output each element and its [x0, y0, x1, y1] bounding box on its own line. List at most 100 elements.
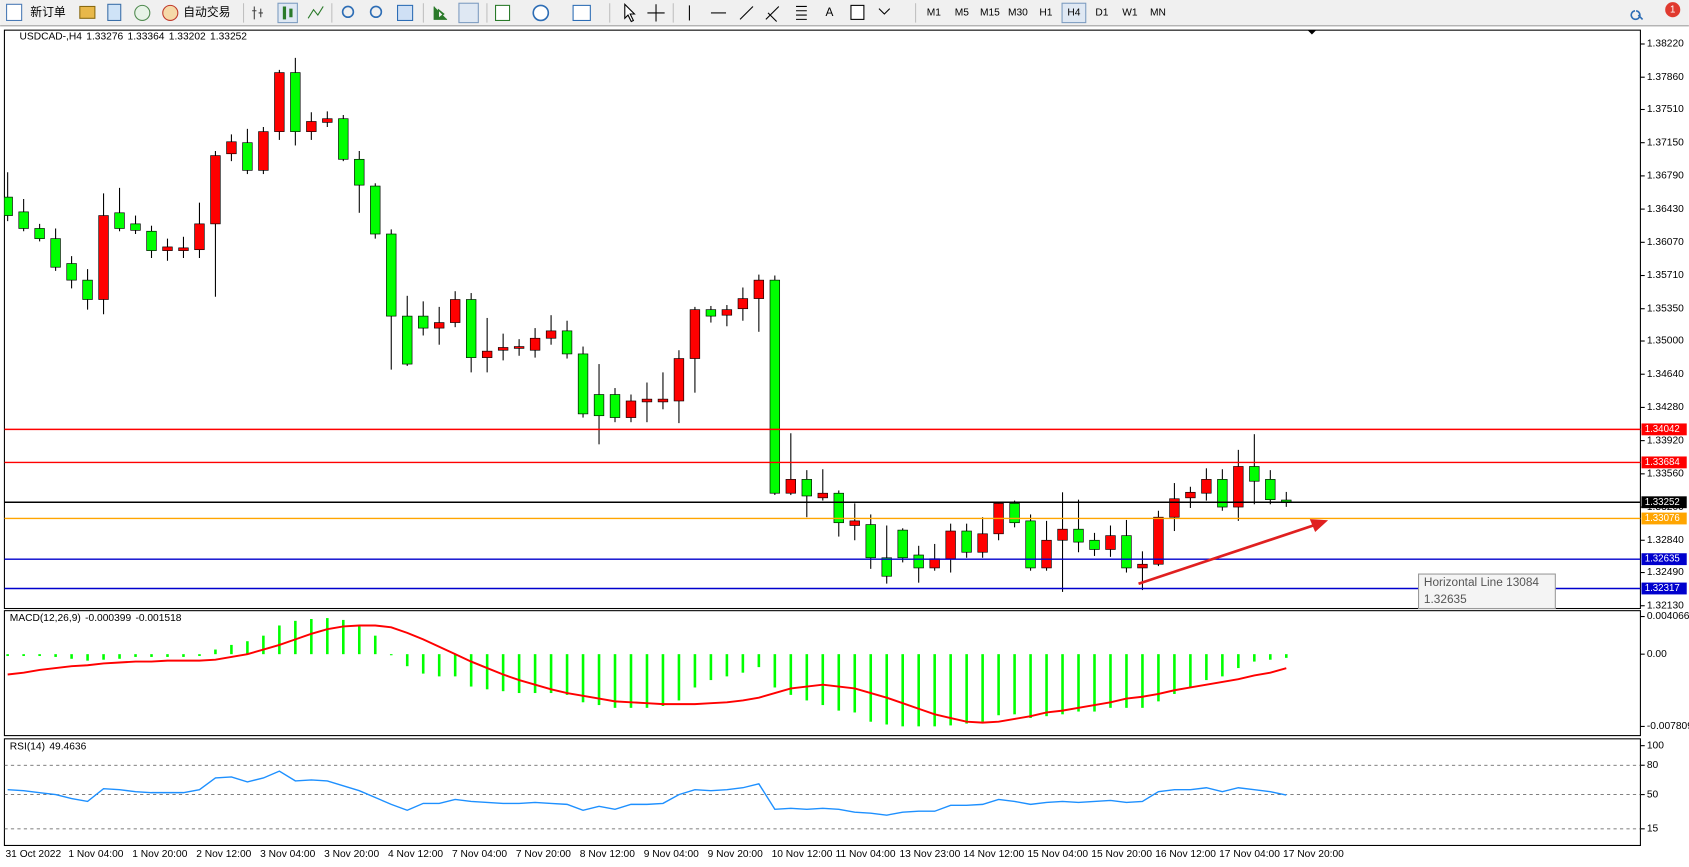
notification-count: 1: [1670, 4, 1675, 15]
toolbar-icon[interactable]: [107, 3, 122, 22]
x-tick-label: 13 Nov 23:00: [899, 849, 960, 860]
macd-bar: [869, 654, 873, 722]
arrows-tool[interactable]: [878, 8, 891, 15]
toolbar-icon[interactable]: [79, 5, 96, 19]
crosshair-tool[interactable]: [647, 4, 665, 22]
y-tick-label: 0.00: [1647, 649, 1667, 660]
candle-body: [1249, 466, 1260, 482]
x-tick-label: 3 Nov 20:00: [324, 849, 379, 860]
rsi-line: [7, 770, 1287, 816]
header-value: 1.33276: [86, 31, 123, 42]
header-title: RSI(14): [10, 741, 45, 752]
candle-body: [178, 247, 189, 251]
header-value: 49.4636: [49, 741, 86, 752]
macd-bar: [613, 654, 617, 708]
period-button[interactable]: M15: [980, 8, 1000, 19]
indicator-header: RSI(14) 49.4636: [10, 741, 87, 752]
candle-body: [769, 279, 781, 494]
toolbar-bg: [0, 0, 1689, 26]
channel-tool[interactable]: [765, 6, 780, 22]
periods-button[interactable]: [532, 4, 550, 22]
candle-body: [849, 520, 860, 526]
new-order-icon[interactable]: [6, 3, 23, 22]
trendline-tool[interactable]: [739, 6, 754, 20]
indicator-header: MACD(12,26,9) -0.000399 -0.001518: [10, 613, 182, 624]
x-tick-label: 4 Nov 12:00: [388, 849, 443, 860]
templates-button[interactable]: [572, 4, 591, 22]
macd-bar: [357, 625, 361, 655]
macd-bar: [389, 654, 393, 656]
period-button[interactable]: H1: [1039, 8, 1052, 19]
candle-body: [354, 158, 365, 186]
candle-body: [370, 185, 381, 235]
macd-bar: [645, 654, 649, 708]
candle-body: [705, 309, 717, 317]
macd-bar: [885, 654, 889, 725]
x-tick-label: 15 Nov 20:00: [1091, 849, 1152, 860]
arrow-head: [1309, 519, 1329, 533]
macd-bar: [1269, 654, 1272, 660]
macd-bar: [501, 654, 505, 692]
macd-bar: [198, 654, 201, 657]
y-tick-label: 1.32490: [1647, 567, 1684, 578]
indicators-button[interactable]: [495, 4, 511, 22]
candle-chart-button[interactable]: [277, 2, 298, 24]
macd-bar: [901, 654, 904, 727]
trend-arrow[interactable]: [1138, 523, 1317, 586]
auto-trading-icon[interactable]: [162, 4, 179, 22]
bar-chart-button[interactable]: [252, 6, 263, 20]
horizontal-line-label-bg: [1641, 456, 1687, 469]
x-tick-label: 31 Oct 2022: [6, 849, 62, 860]
candle-body: [4, 196, 13, 216]
period-button[interactable]: H4: [1067, 8, 1080, 19]
label-tool[interactable]: [850, 4, 865, 20]
fibo-tool[interactable]: [796, 5, 807, 20]
candle-body: [977, 533, 988, 553]
candle-body: [1041, 539, 1052, 569]
search-button[interactable]: [1630, 9, 1644, 21]
horizontal-line-label-bg: [1641, 512, 1687, 525]
zoom-in-button[interactable]: [341, 5, 355, 19]
auto-trading-button[interactable]: 自动交易: [183, 5, 230, 19]
macd-bar: [310, 618, 313, 655]
macd-bar: [150, 654, 153, 657]
period-button[interactable]: M5: [955, 8, 970, 19]
macd-bar: [741, 654, 745, 673]
line-chart-button[interactable]: [307, 6, 324, 19]
period-button[interactable]: M30: [1008, 8, 1028, 19]
macd-bar: [1013, 654, 1016, 715]
candle-body: [34, 228, 45, 239]
candle-body: [513, 346, 525, 349]
macd-bar: [725, 654, 729, 677]
tooltip: [1418, 573, 1556, 610]
shift-button[interactable]: [458, 2, 479, 24]
y-tick-label: 1.34280: [1647, 402, 1684, 413]
candle-body: [609, 394, 621, 418]
candle-body: [1009, 503, 1020, 524]
macd-bar: [1205, 654, 1208, 681]
new-order-button[interactable]: 新订单: [30, 5, 66, 19]
tile-button[interactable]: [396, 4, 414, 22]
candle-body: [290, 72, 301, 132]
text-tool[interactable]: A: [825, 5, 833, 19]
notification-badge[interactable]: [1665, 2, 1681, 18]
y-tick-label: 1.36790: [1647, 171, 1684, 182]
period-active: [1061, 2, 1087, 24]
objects: Horizontal Line 13084 1.32635: [1138, 519, 1556, 610]
zoom-out-button[interactable]: [369, 5, 383, 19]
y-tick-label: 50: [1647, 789, 1659, 800]
period-button[interactable]: M1: [927, 8, 942, 19]
autoscroll-button[interactable]: [433, 6, 448, 20]
candle-body: [1217, 479, 1228, 508]
candle-body: [753, 279, 765, 299]
period-button[interactable]: W1: [1122, 8, 1138, 19]
macd-bar: [1029, 654, 1032, 719]
period-button[interactable]: MN: [1150, 8, 1166, 19]
y-tick-label: 1.37510: [1647, 104, 1684, 115]
toolbar-icon[interactable]: [134, 4, 151, 22]
cursor-tool[interactable]: [624, 3, 636, 23]
period-button[interactable]: D1: [1095, 8, 1108, 19]
macd-bar: [230, 644, 233, 655]
